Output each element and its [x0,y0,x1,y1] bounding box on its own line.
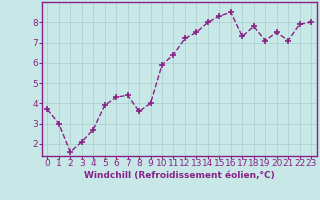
X-axis label: Windchill (Refroidissement éolien,°C): Windchill (Refroidissement éolien,°C) [84,171,275,180]
